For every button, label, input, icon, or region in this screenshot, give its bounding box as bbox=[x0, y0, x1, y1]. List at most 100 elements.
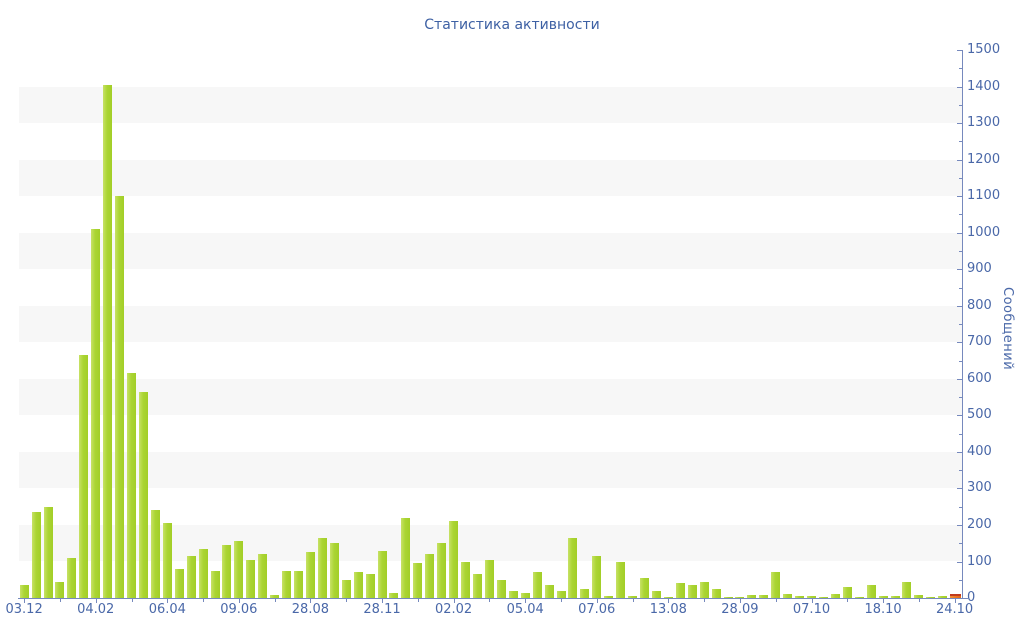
bar[interactable] bbox=[294, 570, 303, 598]
bar[interactable] bbox=[508, 590, 518, 598]
y-minor-tick bbox=[959, 104, 963, 106]
bar[interactable] bbox=[234, 541, 244, 598]
bar[interactable] bbox=[842, 587, 852, 598]
bar[interactable] bbox=[365, 574, 375, 598]
bar[interactable] bbox=[902, 581, 912, 598]
bar[interactable] bbox=[866, 585, 876, 598]
bar[interactable] bbox=[735, 596, 745, 598]
bar[interactable] bbox=[329, 543, 339, 598]
bar[interactable] bbox=[389, 592, 399, 598]
bar[interactable] bbox=[675, 583, 685, 598]
bar[interactable] bbox=[640, 577, 649, 598]
bar[interactable] bbox=[282, 570, 292, 598]
bar[interactable] bbox=[91, 229, 101, 598]
bar[interactable] bbox=[604, 596, 614, 598]
bar[interactable] bbox=[377, 550, 387, 598]
bar[interactable] bbox=[783, 593, 793, 598]
bar[interactable] bbox=[43, 506, 53, 598]
bar[interactable] bbox=[830, 593, 840, 598]
bar[interactable] bbox=[413, 563, 423, 598]
bar[interactable] bbox=[461, 561, 470, 598]
bar[interactable] bbox=[79, 355, 89, 598]
x-major-tick bbox=[668, 599, 670, 603]
bar[interactable] bbox=[222, 545, 232, 598]
bar[interactable] bbox=[496, 579, 506, 598]
x-major-tick bbox=[167, 599, 169, 603]
y-major-tick bbox=[957, 159, 963, 161]
bar[interactable] bbox=[127, 373, 136, 598]
bar[interactable] bbox=[580, 588, 590, 598]
bar[interactable] bbox=[556, 590, 566, 598]
bar[interactable] bbox=[759, 595, 769, 598]
x-major-tick bbox=[24, 599, 26, 603]
bar[interactable] bbox=[31, 512, 41, 598]
x-minor-tick bbox=[918, 599, 920, 602]
bar[interactable] bbox=[807, 596, 816, 598]
bar[interactable] bbox=[449, 521, 459, 598]
y-major-tick bbox=[957, 451, 963, 453]
bar[interactable] bbox=[401, 517, 411, 598]
bar[interactable] bbox=[115, 196, 124, 598]
bar[interactable] bbox=[711, 588, 721, 598]
bar[interactable] bbox=[138, 391, 148, 598]
bar[interactable] bbox=[616, 561, 626, 598]
y-major-tick bbox=[957, 342, 963, 344]
bar[interactable] bbox=[425, 554, 435, 598]
bar[interactable] bbox=[19, 585, 29, 598]
bar[interactable] bbox=[592, 556, 602, 598]
bar[interactable] bbox=[914, 595, 924, 598]
bar[interactable] bbox=[317, 537, 327, 598]
bar[interactable] bbox=[663, 596, 673, 598]
y-minor-tick bbox=[959, 250, 963, 252]
bar[interactable] bbox=[341, 579, 351, 598]
x-minor-tick bbox=[775, 599, 777, 602]
bar[interactable] bbox=[520, 592, 530, 598]
bar[interactable] bbox=[771, 572, 781, 598]
bar[interactable] bbox=[55, 581, 65, 598]
x-minor-tick bbox=[274, 599, 276, 602]
x-major-tick bbox=[739, 599, 741, 603]
bar[interactable] bbox=[198, 548, 208, 598]
bar[interactable] bbox=[926, 596, 936, 598]
bar[interactable] bbox=[484, 559, 494, 598]
bar[interactable] bbox=[353, 572, 363, 598]
x-major-tick bbox=[596, 599, 598, 603]
bar[interactable] bbox=[723, 596, 733, 598]
bar[interactable] bbox=[258, 554, 268, 598]
x-minor-tick bbox=[59, 599, 61, 602]
bar[interactable] bbox=[795, 596, 804, 598]
y-major-tick bbox=[957, 598, 963, 599]
bar[interactable] bbox=[472, 574, 482, 598]
bar[interactable] bbox=[747, 595, 757, 598]
y-major-tick bbox=[957, 269, 963, 271]
bar[interactable] bbox=[186, 556, 196, 598]
bar[interactable] bbox=[103, 84, 113, 598]
bar[interactable] bbox=[699, 581, 709, 598]
y-minor-tick bbox=[959, 433, 963, 435]
x-minor-tick bbox=[632, 599, 634, 602]
bar[interactable] bbox=[568, 537, 578, 598]
bar[interactable] bbox=[818, 596, 828, 598]
bar[interactable] bbox=[150, 510, 160, 598]
bar[interactable] bbox=[437, 543, 447, 598]
bar[interactable] bbox=[628, 596, 637, 598]
y-axis-title: Сообщений bbox=[1000, 287, 1015, 371]
bar[interactable] bbox=[890, 596, 900, 598]
bar[interactable] bbox=[270, 595, 280, 598]
bar[interactable] bbox=[67, 557, 77, 598]
bar[interactable] bbox=[210, 570, 220, 598]
bar[interactable] bbox=[878, 596, 888, 598]
bar[interactable] bbox=[854, 596, 864, 598]
bar[interactable] bbox=[532, 572, 542, 598]
bar[interactable] bbox=[305, 552, 315, 598]
bar[interactable] bbox=[687, 585, 697, 598]
bar[interactable] bbox=[162, 523, 172, 598]
y-tick-label: 1100 bbox=[967, 188, 1001, 204]
bar[interactable] bbox=[938, 596, 948, 598]
bar[interactable] bbox=[651, 590, 661, 598]
x-axis-line bbox=[18, 598, 968, 599]
bar[interactable] bbox=[246, 559, 256, 598]
bar[interactable] bbox=[174, 568, 184, 598]
bar-current-highlighted[interactable] bbox=[950, 594, 962, 598]
bar[interactable] bbox=[544, 585, 554, 598]
